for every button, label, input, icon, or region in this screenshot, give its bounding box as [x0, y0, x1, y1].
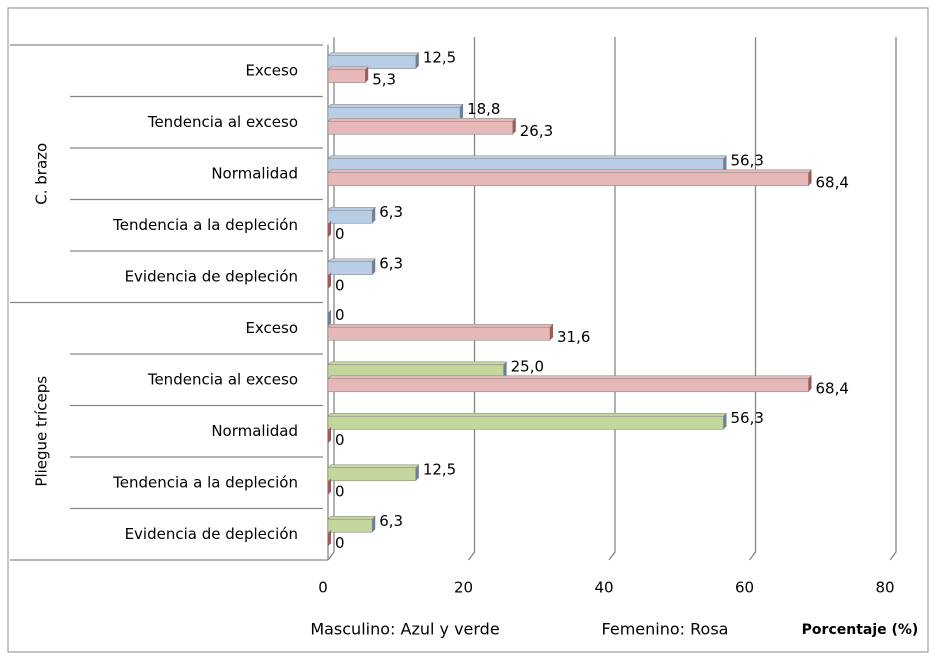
bar-top — [327, 155, 728, 160]
bar-side — [328, 478, 331, 495]
y-tick-label: Normalidad — [211, 164, 298, 182]
value-label: 0 — [335, 482, 345, 500]
value-label: 0 — [335, 534, 345, 552]
group-label: C. brazo — [33, 143, 51, 205]
x-axis-label: Porcentaje (%) — [802, 622, 919, 638]
x-tick-label: 80 — [875, 579, 894, 597]
legend-text: Masculino: Azul y verde — [310, 620, 499, 639]
bar-side — [723, 413, 727, 430]
value-label: 31,6 — [557, 328, 590, 346]
y-tick-label: Tendencia al exceso — [147, 370, 298, 388]
grid-line — [467, 37, 476, 561]
bar — [327, 209, 373, 224]
bar — [327, 518, 373, 533]
y-tick-label: Evidencia de depleción — [125, 267, 298, 285]
bar-side — [415, 52, 419, 69]
bar-top — [327, 464, 420, 469]
bar-top — [327, 66, 369, 71]
bar-top — [327, 103, 464, 108]
x-tick-label: 40 — [594, 579, 613, 597]
bar-side — [512, 118, 516, 135]
value-label: 0 — [335, 306, 345, 324]
bar-top — [327, 117, 517, 122]
x-tick-label: 0 — [318, 579, 328, 597]
grid-line — [748, 37, 757, 561]
bar-side — [372, 207, 376, 224]
value-label: 6,3 — [379, 512, 403, 530]
bar-top — [327, 258, 376, 263]
y-tick-label: Tendencia a la depleción — [112, 216, 298, 234]
bar-top — [327, 323, 554, 328]
value-label: 56,3 — [731, 409, 764, 427]
y-tick-label: Tendencia a la depleción — [112, 473, 298, 491]
bar — [327, 172, 809, 187]
bar-side — [415, 464, 419, 481]
value-label: 6,3 — [379, 254, 403, 272]
value-label: 56,3 — [731, 151, 764, 169]
bar-side — [808, 169, 812, 186]
bar — [327, 69, 366, 84]
x-tick-label: 60 — [735, 579, 754, 597]
grid-line — [889, 37, 897, 561]
grid-line — [608, 37, 616, 561]
bar-side — [328, 310, 331, 327]
value-label: 12,5 — [423, 460, 456, 478]
bar-side — [549, 324, 553, 341]
bar-side — [808, 375, 812, 392]
bar-side — [328, 221, 331, 238]
bar-side — [328, 530, 331, 547]
bar-top — [327, 515, 376, 520]
bar-side — [365, 66, 369, 83]
bar-side — [460, 104, 464, 121]
value-label: 12,5 — [423, 48, 456, 66]
bar-top — [327, 375, 813, 380]
y-tick-label: Exceso — [245, 61, 298, 79]
group-label: Pliegue tríceps — [33, 376, 51, 487]
y-tick-label: Exceso — [245, 319, 298, 337]
bar-side — [503, 361, 507, 378]
bar-top — [327, 206, 376, 211]
bar — [327, 415, 724, 430]
value-label: 18,8 — [467, 100, 500, 118]
bar-side — [372, 258, 376, 275]
value-label: 5,3 — [372, 70, 396, 88]
bar-top — [327, 361, 508, 366]
value-label: 26,3 — [520, 122, 553, 140]
legend-text: Femenino: Rosa — [602, 620, 729, 639]
bar-side — [372, 516, 376, 533]
y-tick-label: Evidencia de depleción — [125, 525, 298, 543]
value-label: 6,3 — [379, 203, 403, 221]
y-tick-label: Normalidad — [211, 422, 298, 440]
bar-top — [327, 412, 728, 417]
value-label: 0 — [335, 431, 345, 449]
value-label: 25,0 — [511, 357, 544, 375]
value-label: 68,4 — [816, 173, 849, 191]
bar-side — [723, 155, 727, 172]
value-label: 0 — [335, 276, 345, 294]
bar-side — [328, 272, 331, 289]
value-label: 68,4 — [816, 379, 849, 397]
bar-top — [327, 169, 813, 174]
value-label: 0 — [335, 225, 345, 243]
bar — [327, 326, 551, 341]
bar — [327, 120, 514, 135]
bar-top — [327, 52, 420, 57]
bar — [327, 378, 809, 393]
bar — [327, 261, 373, 276]
y-tick-label: Tendencia al exceso — [147, 113, 298, 131]
bar — [327, 467, 417, 482]
x-tick-label: 20 — [454, 579, 473, 597]
bar-side — [328, 427, 331, 444]
